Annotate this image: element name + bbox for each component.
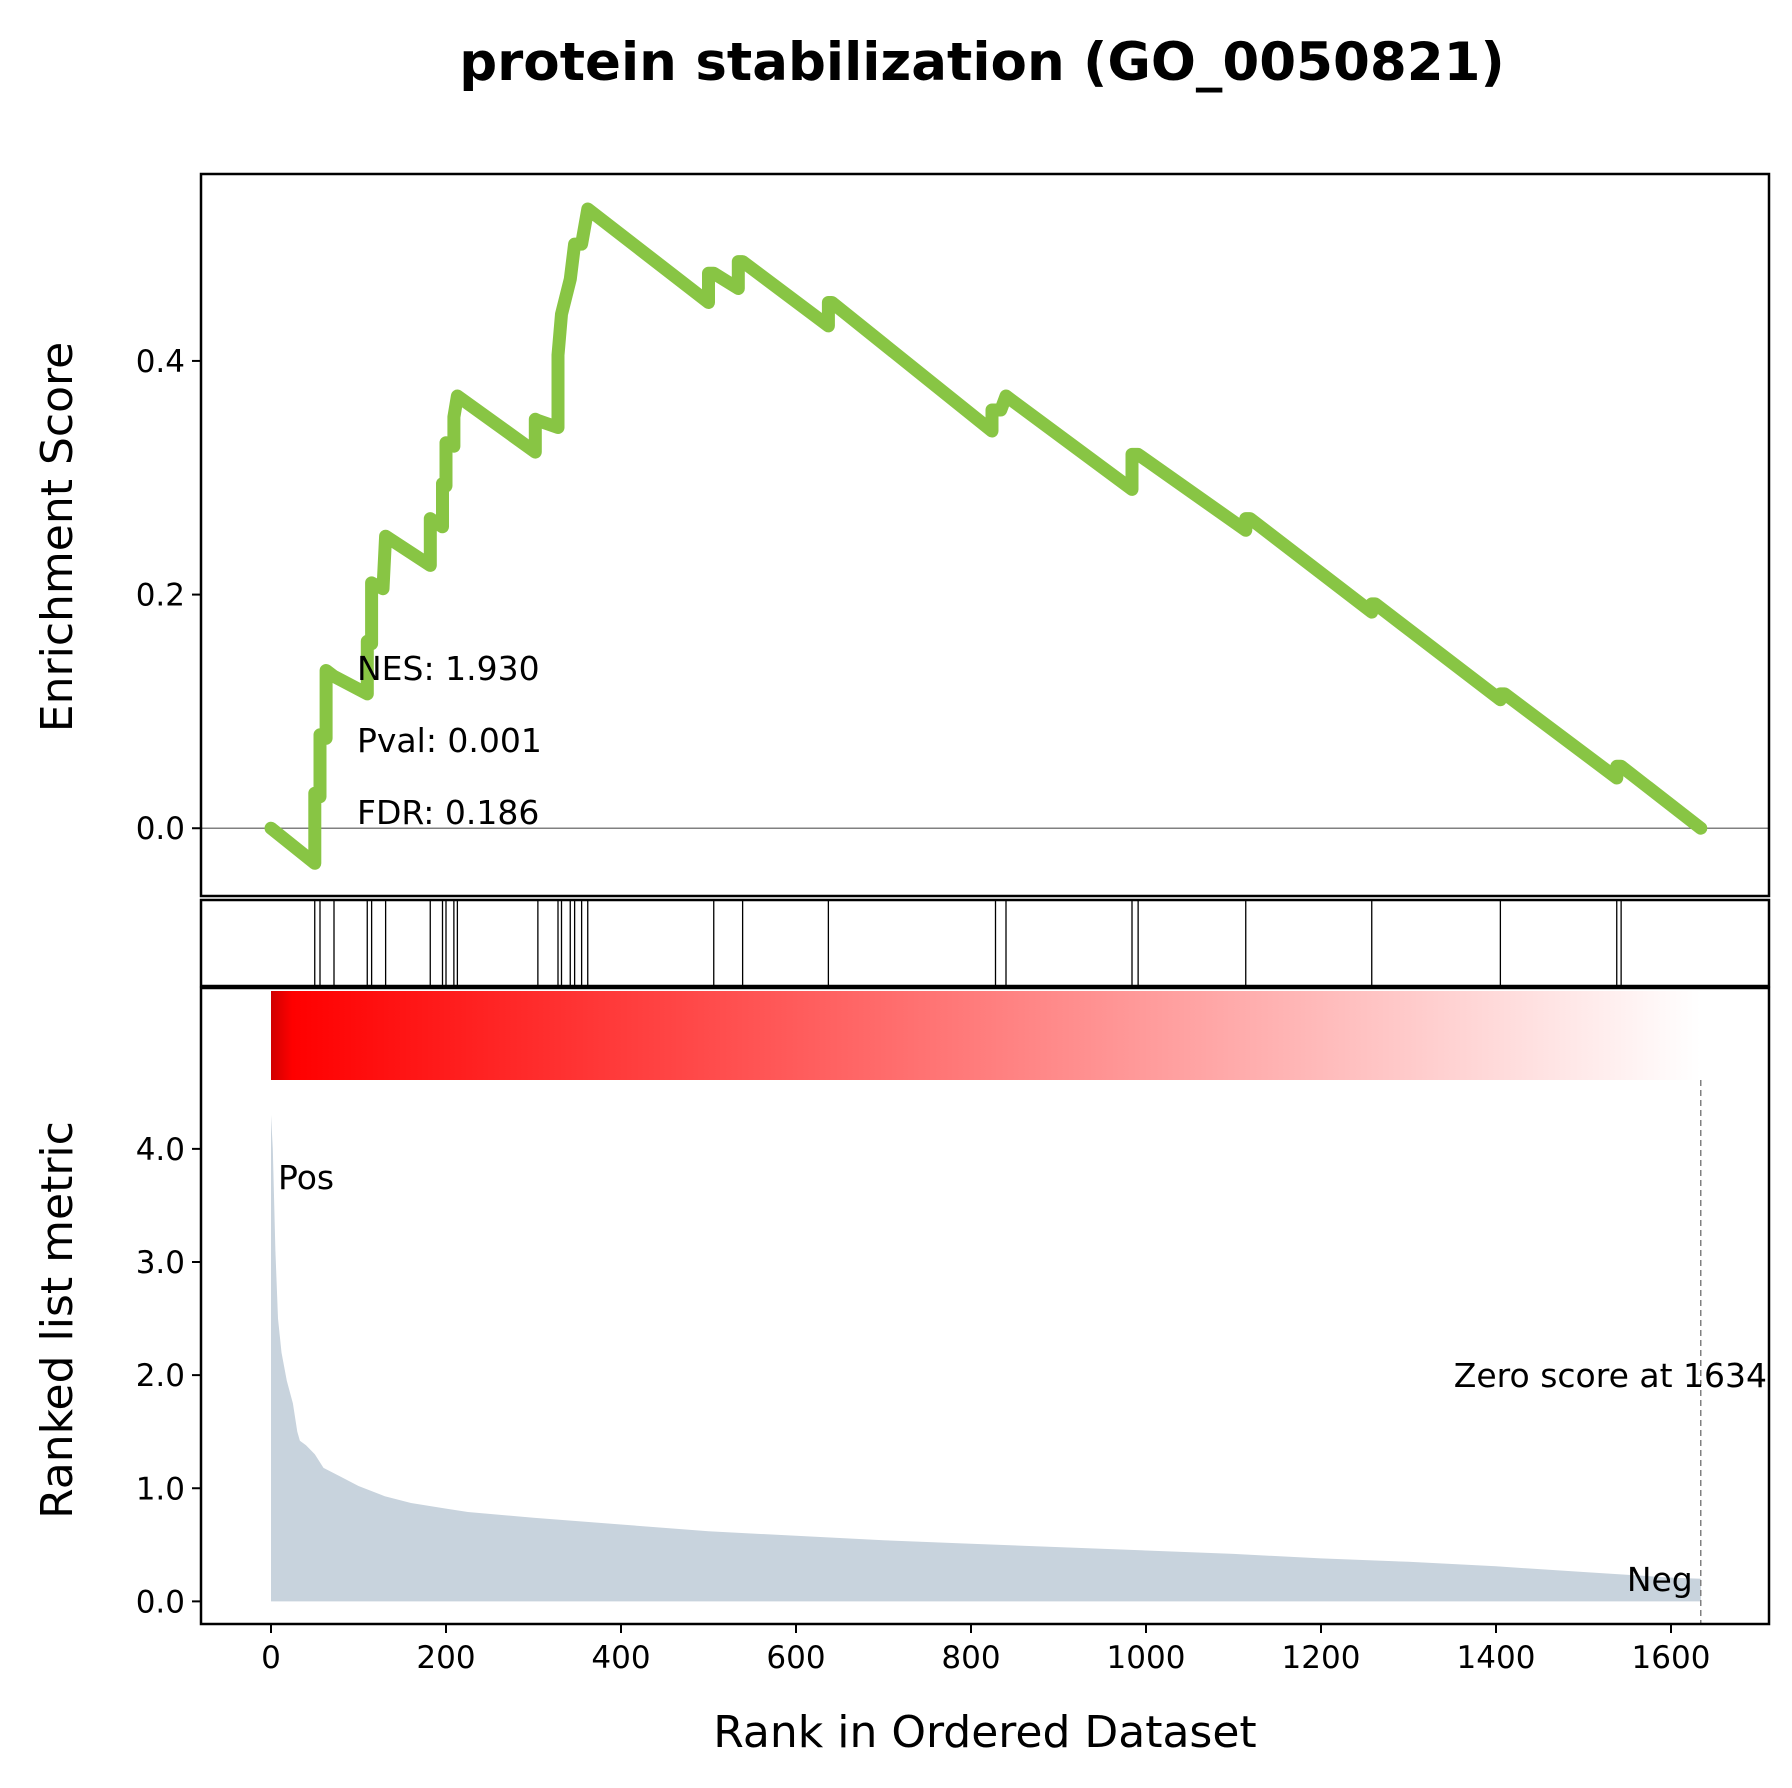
x-tick-label: 200 bbox=[416, 1640, 475, 1676]
x-tick-label: 800 bbox=[941, 1640, 1000, 1676]
ranked-metric-area bbox=[271, 1114, 1701, 1602]
enrichment-y-ticks: 0.0 0.2 0.4 bbox=[136, 344, 201, 847]
zero-score-label: Zero score at 1634 bbox=[1454, 1356, 1767, 1395]
x-tick-label: 600 bbox=[766, 1640, 825, 1676]
enrichment-y-tick-label: 0.0 bbox=[136, 811, 185, 847]
x-tick-label: 400 bbox=[591, 1640, 650, 1676]
ranked-frame bbox=[199, 986, 1771, 1626]
chart-xlabel: Rank in Ordered Dataset bbox=[713, 1707, 1256, 1758]
enrichment-y-tick-label: 0.2 bbox=[136, 578, 185, 614]
pos-label: Pos bbox=[278, 1158, 334, 1197]
enrichment-y-tick-label: 0.4 bbox=[136, 344, 185, 380]
ranked-y-tick-label: 2.0 bbox=[136, 1358, 185, 1394]
chart-title: protein stabilization (GO_0050821) bbox=[459, 32, 1505, 93]
x-ticks: 0 200 400 600 800 1000 1200 1400 1600 bbox=[261, 1624, 1710, 1676]
ranked-y-ticks: 0.0 1.0 2.0 3.0 4.0 bbox=[136, 1132, 201, 1620]
x-tick-label: 1600 bbox=[1632, 1640, 1711, 1676]
ranked-y-tick-label: 3.0 bbox=[136, 1245, 185, 1281]
ranked-y-tick-label: 1.0 bbox=[136, 1471, 185, 1507]
ranked-ylabel: Ranked list metric bbox=[32, 1121, 83, 1519]
enrichment-ylabel: Enrichment Score bbox=[32, 342, 83, 732]
x-tick-label: 1000 bbox=[1107, 1640, 1186, 1676]
ranked-y-tick-label: 4.0 bbox=[136, 1132, 185, 1168]
x-tick-label: 1400 bbox=[1457, 1640, 1536, 1676]
x-tick-label: 0 bbox=[261, 1640, 281, 1676]
enrichment-frame bbox=[199, 172, 1771, 898]
ranked-y-tick-label: 0.0 bbox=[136, 1584, 185, 1620]
heat-bar bbox=[271, 991, 1701, 1080]
ranked-panel: Zero score at 1634 Pos Neg 0.0 1.0 2.0 3.0 4… bbox=[32, 986, 1771, 1758]
neg-label: Neg bbox=[1627, 1560, 1693, 1599]
enrichment-panel: 0.0 0.2 0.4 NES: 1.930 Pval: 0.001 FDR: 0.… bbox=[32, 172, 1771, 898]
x-tick-label: 1200 bbox=[1282, 1640, 1361, 1676]
hits-panel bbox=[199, 898, 1771, 988]
pval-text: Pval: 0.001 bbox=[357, 721, 542, 760]
fdr-text: FDR: 0.186 bbox=[357, 793, 539, 832]
hit-lines bbox=[314, 900, 1622, 986]
enrichment-score-line bbox=[264, 202, 1708, 870]
nes-text: NES: 1.930 bbox=[357, 649, 540, 688]
hits-frame bbox=[199, 898, 1771, 988]
